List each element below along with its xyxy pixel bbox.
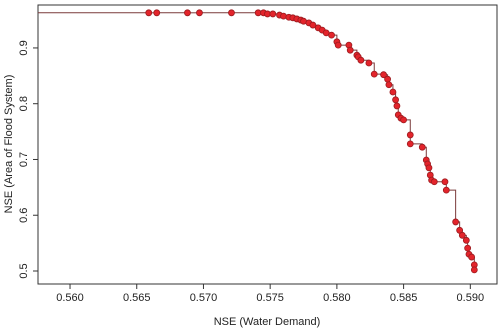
point — [196, 9, 203, 17]
point — [406, 140, 414, 148]
y-tick-label: 0.8 — [18, 96, 30, 111]
point — [309, 21, 317, 29]
plot-frame — [37, 4, 498, 285]
point — [464, 244, 472, 252]
y-tick-label: 0.7 — [18, 152, 30, 167]
x-axis-label: NSE (Water Demand) — [214, 316, 321, 328]
step-line — [446, 189, 457, 222]
x-tick-label: 0.580 — [323, 292, 351, 304]
point — [393, 102, 401, 110]
point — [462, 236, 470, 244]
point — [468, 253, 476, 261]
x-tick-label: 0.565 — [123, 292, 151, 304]
point — [269, 10, 277, 18]
x-tick-label: 0.585 — [390, 292, 418, 304]
point — [184, 9, 191, 17]
x-tick-label: 0.590 — [457, 292, 485, 304]
point — [385, 81, 393, 89]
point — [458, 231, 466, 239]
point — [389, 88, 397, 96]
y-tick-label: 0.9 — [18, 40, 30, 55]
point — [380, 71, 387, 79]
point — [328, 31, 335, 39]
y-axis-label: NSE (Area of Flood System) — [3, 75, 15, 214]
point — [430, 178, 438, 186]
x-tick-label: 0.575 — [256, 292, 284, 304]
point — [441, 178, 449, 186]
point — [357, 56, 365, 64]
point — [228, 9, 235, 17]
point — [365, 59, 373, 67]
point — [384, 75, 391, 83]
point — [442, 186, 450, 194]
point — [346, 46, 354, 54]
point — [452, 218, 460, 226]
point — [145, 9, 153, 17]
x-tick-label: 0.560 — [56, 292, 84, 304]
point — [406, 131, 414, 139]
point — [418, 143, 426, 151]
point — [334, 41, 342, 49]
point — [392, 96, 399, 104]
y-tick-label: 0.5 — [18, 263, 30, 278]
point — [400, 116, 407, 124]
point — [470, 266, 478, 274]
point — [425, 164, 433, 172]
point — [370, 70, 378, 78]
point — [153, 9, 161, 17]
y-tick-label: 0.6 — [18, 208, 30, 223]
x-tick-label: 0.570 — [190, 292, 218, 304]
